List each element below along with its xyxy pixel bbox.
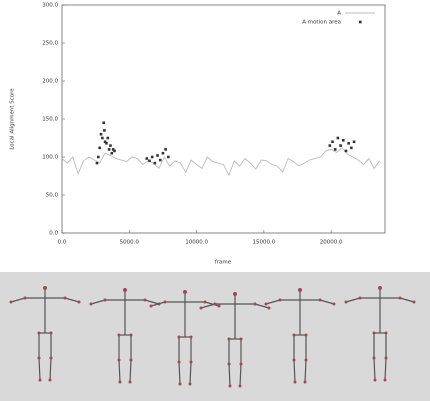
data-point <box>97 155 100 159</box>
data-point <box>336 136 340 140</box>
data-line <box>61 147 380 177</box>
y-tick-label: 300.0 <box>42 3 58 9</box>
data-point <box>106 136 110 140</box>
legend-label: A <box>337 11 341 17</box>
x-axis-title: frame <box>215 260 232 266</box>
data-point <box>105 142 108 145</box>
data-point <box>101 136 104 140</box>
data-point <box>352 140 356 144</box>
data-point <box>164 148 167 151</box>
data-point <box>111 148 115 151</box>
x-tick-label: 20000.0 <box>320 240 343 246</box>
data-point <box>331 140 334 144</box>
y-tick-label: 50.0 <box>46 193 59 199</box>
data-point <box>167 155 170 159</box>
legend-swatch <box>359 20 362 24</box>
data-point <box>103 129 106 132</box>
data-point <box>161 151 165 155</box>
data-point <box>350 146 353 150</box>
y-axis-title: Local Alignment Score <box>10 88 16 150</box>
x-tick-label: 5000.0 <box>120 240 140 246</box>
data-point <box>339 144 342 147</box>
y-tick-label: 100.0 <box>42 155 58 161</box>
data-point <box>333 148 337 151</box>
x-tick-label: 15000.0 <box>253 240 276 246</box>
data-point <box>145 157 149 160</box>
data-point <box>156 154 159 157</box>
data-point <box>110 151 114 155</box>
data-point <box>153 161 157 165</box>
y-tick-label: 200.0 <box>42 79 58 85</box>
data-point <box>158 158 162 162</box>
y-tick-label: 250.0 <box>42 41 58 47</box>
data-point <box>148 159 151 163</box>
data-point <box>103 140 107 144</box>
data-point <box>107 148 111 151</box>
y-tick-label: 150.0 <box>42 117 58 123</box>
data-point <box>95 161 99 165</box>
y-tick-label: 0.0 <box>49 231 58 237</box>
x-tick-label: 0.0 <box>58 240 67 246</box>
data-point <box>102 121 106 125</box>
data-point <box>113 149 116 153</box>
data-point <box>109 144 112 147</box>
data-point <box>344 149 348 153</box>
data-point <box>98 146 101 150</box>
x-tick-label: 10000.0 <box>185 240 208 246</box>
plot-frame <box>61 4 386 234</box>
data-point <box>150 155 154 159</box>
data-point <box>328 144 332 147</box>
data-point <box>341 138 345 142</box>
motion-strip <box>0 272 430 401</box>
data-point <box>347 142 350 145</box>
data-point <box>99 132 103 136</box>
legend-label: A motion area <box>302 20 341 26</box>
